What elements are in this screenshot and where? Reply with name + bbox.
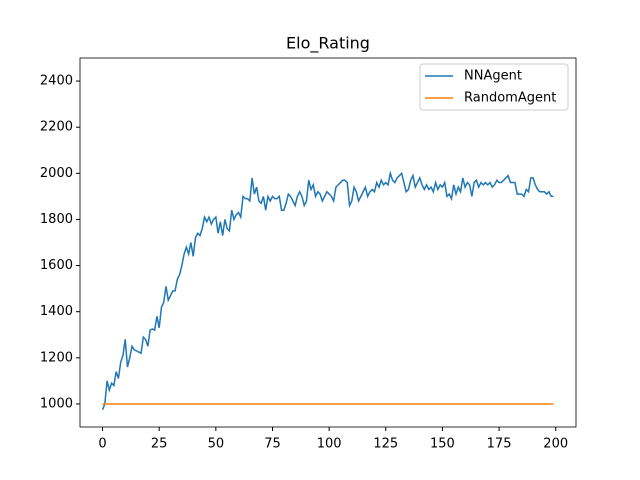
- y-tick-label: 2400: [40, 74, 73, 89]
- x-tick-label: 200: [543, 437, 568, 452]
- chart-title: Elo_Rating: [286, 34, 370, 54]
- x-tick-label: 125: [373, 437, 398, 452]
- y-tick-label: 1600: [40, 258, 73, 273]
- x-tick-label: 25: [151, 437, 168, 452]
- y-tick-label: 1800: [40, 212, 73, 227]
- plot-frame: [79, 57, 577, 428]
- y-tick-label: 2200: [40, 120, 73, 135]
- legend-label: NNAgent: [464, 69, 522, 84]
- legend-label: RandomAgent: [464, 91, 556, 106]
- y-tick-label: 2000: [40, 166, 73, 181]
- x-tick-label: 50: [208, 437, 225, 452]
- y-tick-label: 1400: [40, 304, 73, 319]
- y-tick-label: 1200: [40, 350, 73, 365]
- x-tick-label: 150: [430, 437, 455, 452]
- x-tick-label: 75: [264, 437, 281, 452]
- legend: NNAgent RandomAgent: [419, 63, 569, 111]
- x-tick-label: 175: [487, 437, 512, 452]
- legend-box: [419, 63, 569, 111]
- x-tick-label: 100: [317, 437, 342, 452]
- y-tick-label: 1000: [40, 396, 73, 411]
- series-line: [101, 170, 554, 410]
- x-tick-label: 0: [98, 437, 106, 452]
